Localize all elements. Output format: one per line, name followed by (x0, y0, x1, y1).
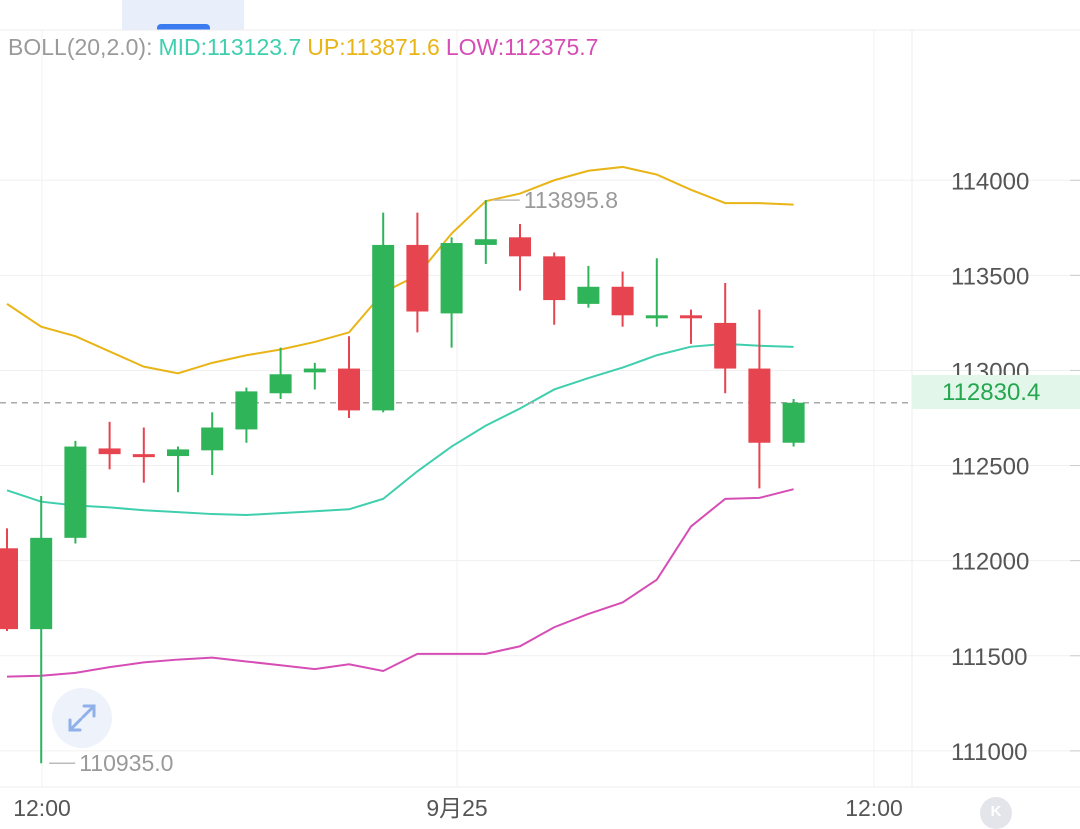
candle (235, 387, 258, 443)
lower-band-line (6, 488, 794, 678)
candle (782, 398, 805, 447)
candle (98, 421, 121, 470)
candle-body (474, 239, 497, 245)
boll-legend: BOLL(20,2.0): MID:113123.7 UP:113871.6 LOW:… (8, 34, 604, 61)
candle (543, 252, 566, 325)
candle (269, 347, 292, 399)
candle-body (440, 243, 463, 314)
mid-band-line (6, 342, 794, 517)
candle (680, 309, 702, 344)
boll-label: BOLL(20,2.0): (8, 34, 153, 60)
candle-body (372, 244, 395, 411)
y-tick-label: 112500 (951, 454, 1029, 481)
expand-button[interactable] (52, 688, 112, 748)
candle (714, 282, 737, 394)
last-price-label: 112830.4 (942, 379, 1041, 406)
candle-body (406, 244, 429, 312)
k-line-button[interactable]: K (980, 797, 1012, 829)
x-tick-label: 12:00 (845, 795, 903, 821)
upper-band-line (6, 165, 794, 375)
x-tick-label: 12:00 (13, 795, 71, 821)
y-tick-label: 111000 (951, 739, 1028, 766)
candle (509, 224, 531, 291)
boll-up-value: UP:113871.6 (307, 34, 440, 60)
candle-body (132, 454, 155, 458)
candle-body (235, 391, 258, 430)
candle (474, 200, 497, 264)
candle (577, 265, 600, 308)
boll-mid-value: MID:113123.7 (158, 34, 302, 60)
candle (303, 362, 326, 390)
candle (30, 495, 53, 764)
candle (167, 446, 189, 493)
x-axis: 12:00 9月25 12:00 (13, 795, 903, 821)
candle-body (782, 402, 805, 443)
candle-body (201, 427, 224, 451)
candle-body (577, 286, 600, 304)
candle-body (645, 315, 668, 319)
candle-body (98, 448, 121, 455)
grid-lines (0, 29, 1080, 788)
candle (0, 528, 18, 632)
candle (406, 212, 429, 333)
candle (338, 336, 360, 419)
candle (64, 440, 87, 544)
y-tick-label: 114000 (951, 168, 1029, 195)
candle-body (509, 237, 531, 257)
candle-body (611, 286, 634, 316)
y-axis: 1140001135001130001125001120001115001110… (951, 168, 1080, 766)
candle-body (748, 368, 771, 443)
candle-body (30, 537, 53, 630)
candle-body (680, 315, 702, 319)
candle-body (714, 322, 737, 369)
candle-body (269, 374, 292, 394)
candle-body (167, 449, 189, 457)
top-toolbar (0, 0, 1080, 30)
low-marker-label: 110935.0 (79, 750, 173, 776)
candle-body (64, 446, 87, 538)
high-marker-label: 113895.8 (524, 187, 618, 213)
x-tick-label: 9月25 (426, 795, 487, 821)
candle-body (543, 256, 566, 301)
y-tick-label: 112000 (951, 549, 1029, 576)
expand-icon (68, 704, 96, 732)
candle-body (338, 368, 360, 411)
boll-low-value: LOW:112375.7 (445, 34, 599, 60)
y-tick-label: 113500 (951, 263, 1029, 290)
candle (645, 258, 668, 327)
candle-body (0, 548, 18, 630)
candle (201, 412, 224, 476)
candles (0, 200, 805, 764)
candle (440, 237, 463, 348)
last-price-tag (912, 375, 1080, 409)
candle-body (303, 368, 326, 373)
candle (372, 212, 395, 413)
candle (748, 309, 771, 489)
y-tick-label: 111500 (951, 644, 1028, 671)
candle (611, 271, 634, 327)
extreme-markers: 113895.8 110935.0 (49, 187, 618, 776)
active-tab-indicator (157, 24, 210, 30)
candle (132, 427, 155, 483)
